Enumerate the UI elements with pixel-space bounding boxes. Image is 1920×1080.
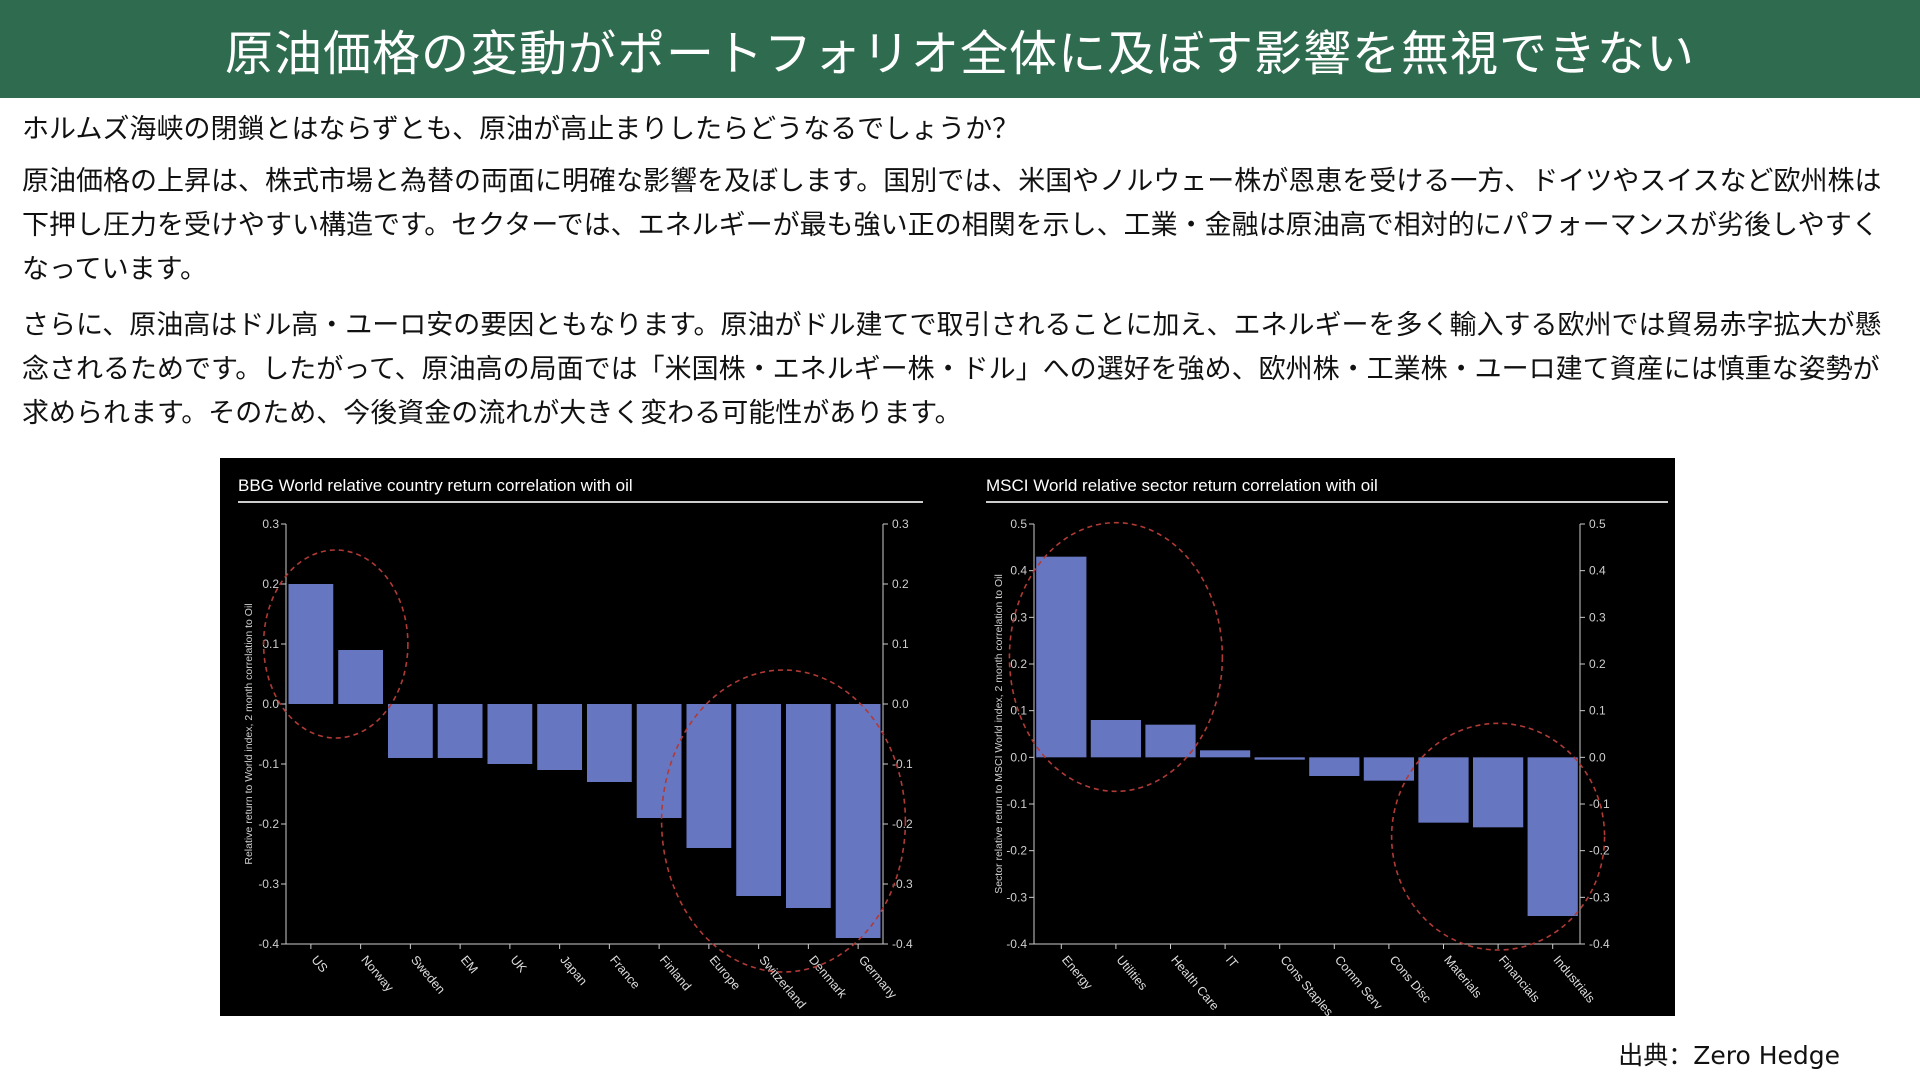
chart-2-category-label: Health Care <box>1168 953 1222 1013</box>
chart-1-title: BBG World relative country return correl… <box>238 476 633 495</box>
chart-2-bar <box>1418 757 1469 823</box>
chart-2-left-tick-label: -0.4 <box>1006 937 1027 951</box>
chart-2-category-label: Energy <box>1059 953 1096 993</box>
chart-1-bar <box>288 584 334 704</box>
question-text: ホルムズ海峡の閉鎖とはならずとも、原油が高止まりしたらどうなるでしょうか？ <box>22 114 1020 145</box>
chart-1-bar <box>586 704 632 782</box>
paragraph-1: 原油価格の上昇は、株式市場と為替の両面に明確な影響を及ぼします。国別では、米国や… <box>22 166 1882 285</box>
chart-2-category-label: Financials <box>1496 953 1543 1005</box>
source-credit: 出典：Zero Hedge <box>1618 1041 1840 1070</box>
country-correlation-chart: BBG World relative country return correl… <box>238 476 923 1012</box>
chart-1-left-tick-label: 0.0 <box>262 697 279 711</box>
chart-2-left-tick-label: 0.3 <box>1010 610 1027 624</box>
chart-1-bar <box>835 704 881 938</box>
chart-1-category-label: US <box>309 953 331 975</box>
chart-2-category-label: Cons Disc <box>1387 953 1434 1006</box>
chart-1-left-tick-label: -0.4 <box>258 937 279 951</box>
chart-1-right-tick-label: 0.3 <box>892 517 909 531</box>
chart-2-category-label: Comm Serv <box>1332 953 1386 1013</box>
chart-2-y-axis-label: Sector relative return to MSCI World ind… <box>993 574 1005 894</box>
chart-2-bar <box>1472 757 1524 828</box>
chart-1-category-label: Switzerland <box>756 953 808 1012</box>
chart-2-right-tick-label: 0.0 <box>1589 750 1606 764</box>
chart-1-category-label: Norway <box>358 953 396 995</box>
chart-1-category-label: Denmark <box>806 953 850 1001</box>
chart-1-bar <box>537 704 583 770</box>
chart-2-bar <box>1199 750 1251 758</box>
chart-1-bar <box>487 704 533 764</box>
chart-1-left-tick-label: -0.3 <box>258 877 279 891</box>
page-title: 原油価格の変動がポートフォリオ全体に及ぼす影響を無視できない <box>224 26 1695 82</box>
chart-1-right-tick-label: -0.4 <box>892 937 913 951</box>
chart-1-left-tick-label: 0.1 <box>262 637 279 651</box>
chart-2-right-tick-label: -0.2 <box>1589 844 1610 858</box>
chart-2-bar <box>1363 757 1415 781</box>
chart-1-category-label: Sweden <box>408 953 448 997</box>
chart-1-right-tick-label: -0.3 <box>892 877 913 891</box>
page-header: 原油価格の変動がポートフォリオ全体に及ぼす影響を無視できない <box>0 0 1920 98</box>
chart-1-category-label: France <box>607 953 643 992</box>
chart-2-category-label: Cons Staples <box>1277 953 1336 1016</box>
chart-2-left-tick-label: -0.2 <box>1006 844 1027 858</box>
chart-2-highlight-circle <box>1008 521 1224 793</box>
chart-2-bar <box>1309 757 1360 776</box>
chart-2-category-label: Materials <box>1441 953 1484 1001</box>
chart-1-category-label: Europe <box>707 953 744 993</box>
chart-2-category-label: IT <box>1223 953 1241 971</box>
chart-1-category-label: UK <box>508 953 530 976</box>
chart-1-bar <box>437 704 483 758</box>
chart-1-bar <box>387 704 433 758</box>
chart-1-category-label: Finland <box>657 953 694 993</box>
chart-2-left-tick-label: 0.0 <box>1010 750 1027 764</box>
chart-1-category-label: Japan <box>557 953 590 988</box>
chart-2-bar <box>1254 757 1305 760</box>
chart-1-right-tick-label: 0.2 <box>892 577 909 591</box>
sector-correlation-chart: MSCI World relative sector return correl… <box>986 476 1668 1016</box>
chart-1-y-axis-label: Relative return to World index, 2 month … <box>243 603 255 864</box>
chart-2-left-tick-label: -0.3 <box>1006 890 1027 904</box>
chart-1-category-label: EM <box>458 953 481 976</box>
chart-1-bar <box>338 650 384 704</box>
chart-1-highlight-circle <box>660 669 907 973</box>
chart-2-bar <box>1527 757 1578 916</box>
chart-1-bar <box>686 704 732 848</box>
chart-2-bar <box>1036 556 1087 758</box>
chart-1-right-tick-label: 0.1 <box>892 637 909 651</box>
chart-2-right-tick-label: 0.3 <box>1589 610 1606 624</box>
chart-2-right-tick-label: -0.3 <box>1589 890 1610 904</box>
chart-2-category-label: Utilities <box>1114 953 1151 993</box>
chart-2-title: MSCI World relative sector return correl… <box>986 476 1378 495</box>
chart-2-left-tick-label: 0.2 <box>1010 657 1027 671</box>
chart-2-right-tick-label: -0.4 <box>1589 937 1610 951</box>
chart-2-left-tick-label: -0.1 <box>1006 797 1027 811</box>
chart-2-bar <box>1090 720 1142 758</box>
chart-1-highlight-circle <box>262 549 409 739</box>
chart-2-category-label: Industrials <box>1550 953 1597 1006</box>
chart-2-right-tick-label: 0.5 <box>1589 517 1606 531</box>
chart-2-right-tick-label: 0.1 <box>1589 704 1606 718</box>
chart-1-right-tick-label: -0.2 <box>892 817 913 831</box>
chart-1-left-tick-label: -0.1 <box>258 757 279 771</box>
chart-1-left-tick-label: -0.2 <box>258 817 279 831</box>
chart-2-right-tick-label: -0.1 <box>1589 797 1610 811</box>
chart-1-left-tick-label: 0.2 <box>262 577 279 591</box>
chart-1-left-tick-label: 0.3 <box>262 517 279 531</box>
paragraph-2: さらに、原油高はドル高・ユーロ安の要因ともなります。原油がドル建てで取引されるこ… <box>22 310 1882 429</box>
body-text: ホルムズ海峡の閉鎖とはならずとも、原油が高止まりしたらどうなるでしょうか？ 原油… <box>22 108 1898 448</box>
chart-1-category-label: Germany <box>856 953 900 1002</box>
chart-2-left-tick-label: 0.4 <box>1010 564 1027 578</box>
charts-panel: BBG World relative country return correl… <box>220 458 1675 1016</box>
chart-1-bar <box>636 704 682 818</box>
chart-2-right-tick-label: 0.4 <box>1589 564 1606 578</box>
chart-2-bar <box>1145 724 1196 758</box>
chart-1-right-tick-label: 0.0 <box>892 697 909 711</box>
chart-2-left-tick-label: 0.5 <box>1010 517 1027 531</box>
chart-2-right-tick-label: 0.2 <box>1589 657 1606 671</box>
chart-1-bar <box>736 704 782 896</box>
chart-1-bar <box>785 704 831 908</box>
